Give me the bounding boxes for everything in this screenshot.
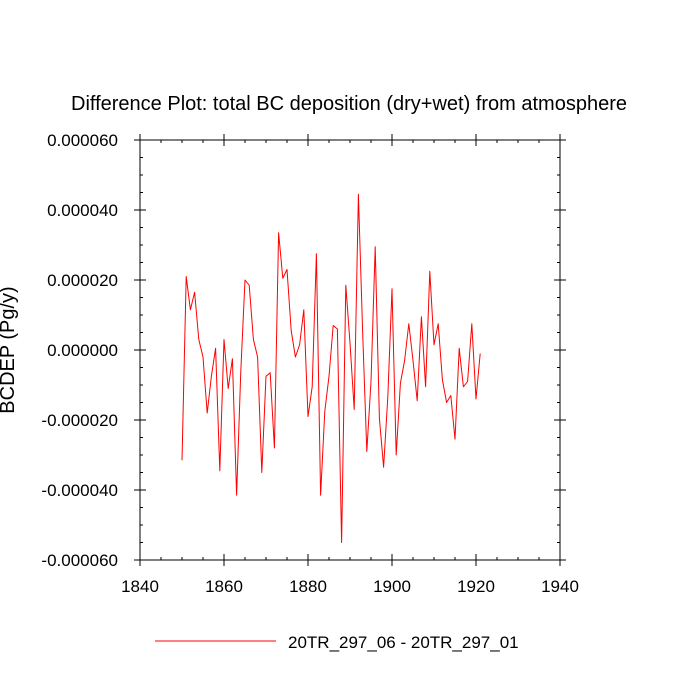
y-axis-label: BCDEP (Pg/y) xyxy=(0,286,19,413)
series-lines xyxy=(181,193,481,543)
x-tick-label: 1840 xyxy=(121,577,159,596)
y-tick-labels: -0.000060 -0.000040 -0.000020 0.000000 0.000… xyxy=(41,131,118,570)
y-tick-label: 0.000040 xyxy=(47,201,118,220)
y-tick-label: 0.000060 xyxy=(47,131,118,150)
x-tick-label: 1920 xyxy=(457,577,495,596)
minor-ticks xyxy=(140,140,560,560)
y-tick-label: 0.000020 xyxy=(47,271,118,290)
legend: 20TR_297_06 - 20TR_297_01 xyxy=(155,633,519,652)
x-tick-label: 1880 xyxy=(289,577,327,596)
major-ticks xyxy=(134,134,566,566)
y-tick-label: 0.000000 xyxy=(47,341,118,360)
x-tick-label: 1860 xyxy=(205,577,243,596)
x-tick-label: 1940 xyxy=(541,577,579,596)
x-tick-label: 1900 xyxy=(373,577,411,596)
y-tick-label: -0.000040 xyxy=(41,481,118,500)
y-tick-label: -0.000060 xyxy=(41,551,118,570)
y-tick-label: -0.000020 xyxy=(41,411,118,430)
series-line xyxy=(181,193,481,543)
x-tick-labels: 1840 1860 1880 1900 1920 1940 xyxy=(121,577,579,596)
legend-label: 20TR_297_06 - 20TR_297_01 xyxy=(288,633,519,652)
chart-title: Difference Plot: total BC deposition (dr… xyxy=(71,93,627,115)
